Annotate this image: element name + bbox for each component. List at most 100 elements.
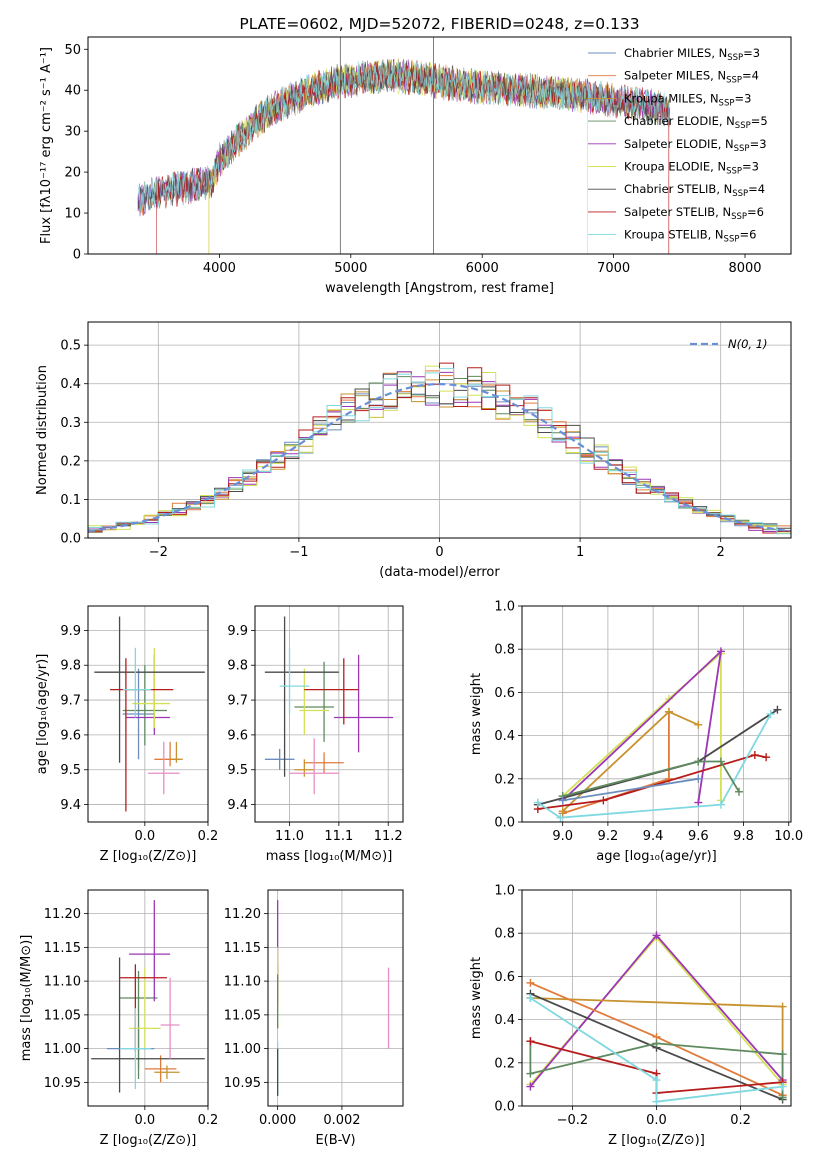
errorbar-point — [333, 654, 394, 753]
y-tick-label: 10.95 — [44, 1076, 81, 1091]
errorbar-point — [129, 900, 171, 1002]
y-tick-label: 11.05 — [44, 1008, 81, 1023]
legend-label: Chabrier ELODIE, N — [624, 114, 735, 128]
legend-sub: SSP — [735, 121, 751, 131]
y-axis-label: Flux [fλ10⁻¹⁷ erg cm⁻² s⁻¹ A⁻¹] — [39, 47, 54, 244]
weight-series — [526, 994, 787, 1106]
errorbar-point — [119, 1008, 152, 1090]
y-tick-label: 0.3 — [60, 416, 81, 431]
legend-suffix: =5 — [751, 114, 768, 128]
errorbar-point — [122, 665, 167, 746]
legend-entry: Chabrier ELODIE, NSSP=5 — [624, 114, 768, 131]
x-tick-label: 11.0 — [275, 829, 304, 844]
legend-sub: SSP — [734, 144, 750, 154]
y-tick-label: 0.4 — [494, 1013, 515, 1028]
weight-series — [533, 751, 771, 814]
x-axis-label: wavelength [Angstrom, rest frame] — [325, 281, 554, 296]
spectrum-series — [137, 59, 671, 212]
weight-series — [558, 774, 703, 805]
errorbar-point — [119, 964, 167, 1052]
plot-area — [264, 616, 394, 795]
errorbar-point — [125, 654, 171, 735]
chart-title: PLATE=0602, MJD=52072, FIBERID=0248, z=0… — [239, 15, 639, 33]
weight-marker — [664, 707, 673, 716]
errorbar-point — [289, 738, 339, 795]
x-tick-label: 0.0 — [646, 1113, 667, 1128]
x-tick-label: −1 — [289, 545, 308, 560]
x-tick-label: 0.2 — [730, 1113, 751, 1128]
weight-marker — [694, 798, 703, 807]
y-tick-label: 9.4 — [60, 798, 81, 813]
errorbar-point — [119, 971, 158, 1079]
axes-frame — [521, 889, 792, 1107]
weight-marker — [526, 978, 535, 987]
x-tick-label: 11.2 — [374, 829, 403, 844]
legend-sub: SSP — [719, 98, 735, 108]
errorbar-point — [294, 661, 334, 742]
y-tick-label: 11.20 — [224, 907, 261, 922]
x-tick-label: 9.6 — [688, 829, 709, 844]
weight-marker — [526, 1082, 535, 1091]
weight-marker — [694, 774, 703, 783]
legend-suffix: =4 — [748, 182, 765, 196]
y-tick-label: 20 — [64, 166, 81, 181]
weight-marker — [599, 796, 608, 805]
axes-frame — [87, 605, 209, 823]
errorbar-point — [264, 748, 295, 770]
normal-curve — [88, 382, 791, 533]
plot-area — [137, 37, 671, 254]
axes-frame — [254, 605, 404, 823]
errorbar-point — [154, 1065, 180, 1079]
y-tick-label: 0.4 — [60, 377, 81, 392]
y-tick-label: 0.8 — [494, 643, 515, 658]
axes-frame — [267, 889, 404, 1107]
y-tick-label: 10.95 — [224, 1076, 261, 1091]
x-tick-label: 8000 — [728, 261, 761, 276]
axes-frame — [87, 321, 792, 539]
y-tick-label: 11.15 — [224, 941, 261, 956]
y-tick-label: 11.10 — [44, 975, 81, 990]
panel-age_vs_Z: 0.0 0.2 9.4 9.5 9.6 9.7 9.8 9.9 Z [log₁₀(Z/Z⊙)] a… — [35, 605, 218, 864]
y-tick-label: 9.5 — [227, 763, 248, 778]
errorbar-point — [279, 647, 310, 714]
legend-label: Salpeter MILES, N — [624, 69, 726, 83]
y-axis-label: mass weight — [469, 673, 484, 755]
legend-sub: SSP — [726, 167, 742, 177]
errorbar-point — [264, 616, 339, 777]
weight-marker — [750, 751, 759, 760]
weight-marker — [652, 1039, 661, 1048]
errorbar-point — [129, 967, 161, 1049]
weight-line — [562, 760, 740, 797]
panel-mass_vs_EBV: 0.000 0.002 10.95 11.00 11.05 11.10 11.15 11.20… — [224, 889, 404, 1148]
legend-sub: SSP — [727, 53, 743, 63]
y-tick-label: 50 — [64, 43, 81, 58]
weight-series — [526, 931, 787, 1091]
legend-suffix: =3 — [750, 137, 767, 151]
legend-suffix: =4 — [742, 69, 759, 83]
y-tick-label: 9.7 — [60, 694, 81, 709]
legend-entry: Kroupa MILES, NSSP=3 — [624, 91, 751, 108]
weight-series — [526, 978, 787, 1100]
legend-entry: Salpeter MILES, NSSP=4 — [624, 69, 759, 86]
legend-entry: Salpeter STELIB, NSSP=6 — [624, 205, 764, 222]
legend-suffix: =3 — [743, 46, 760, 60]
legend-label: Kroupa ELODIE, N — [624, 160, 726, 174]
weight-marker — [533, 798, 542, 807]
y-tick-label: 0.6 — [494, 970, 515, 985]
y-tick-label: 9.7 — [227, 694, 248, 709]
weight-series — [558, 647, 725, 807]
legend-label: Kroupa MILES, N — [624, 91, 719, 105]
x-tick-label: 0.002 — [323, 1113, 360, 1128]
x-axis-label: Z [log₁₀(Z/Z⊙)] — [100, 1133, 197, 1148]
x-tick-label: 6000 — [466, 261, 499, 276]
x-tick-label: 10.0 — [774, 829, 803, 844]
y-tick-label: 1.0 — [494, 600, 515, 615]
legend-entry: Salpeter ELODIE, NSSP=3 — [624, 137, 767, 154]
x-tick-label: 11.1 — [324, 829, 353, 844]
legend-sub: SSP — [724, 235, 740, 245]
x-tick-label: 0.0 — [134, 829, 155, 844]
weight-marker — [778, 1002, 787, 1011]
x-tick-label: 7000 — [597, 261, 630, 276]
